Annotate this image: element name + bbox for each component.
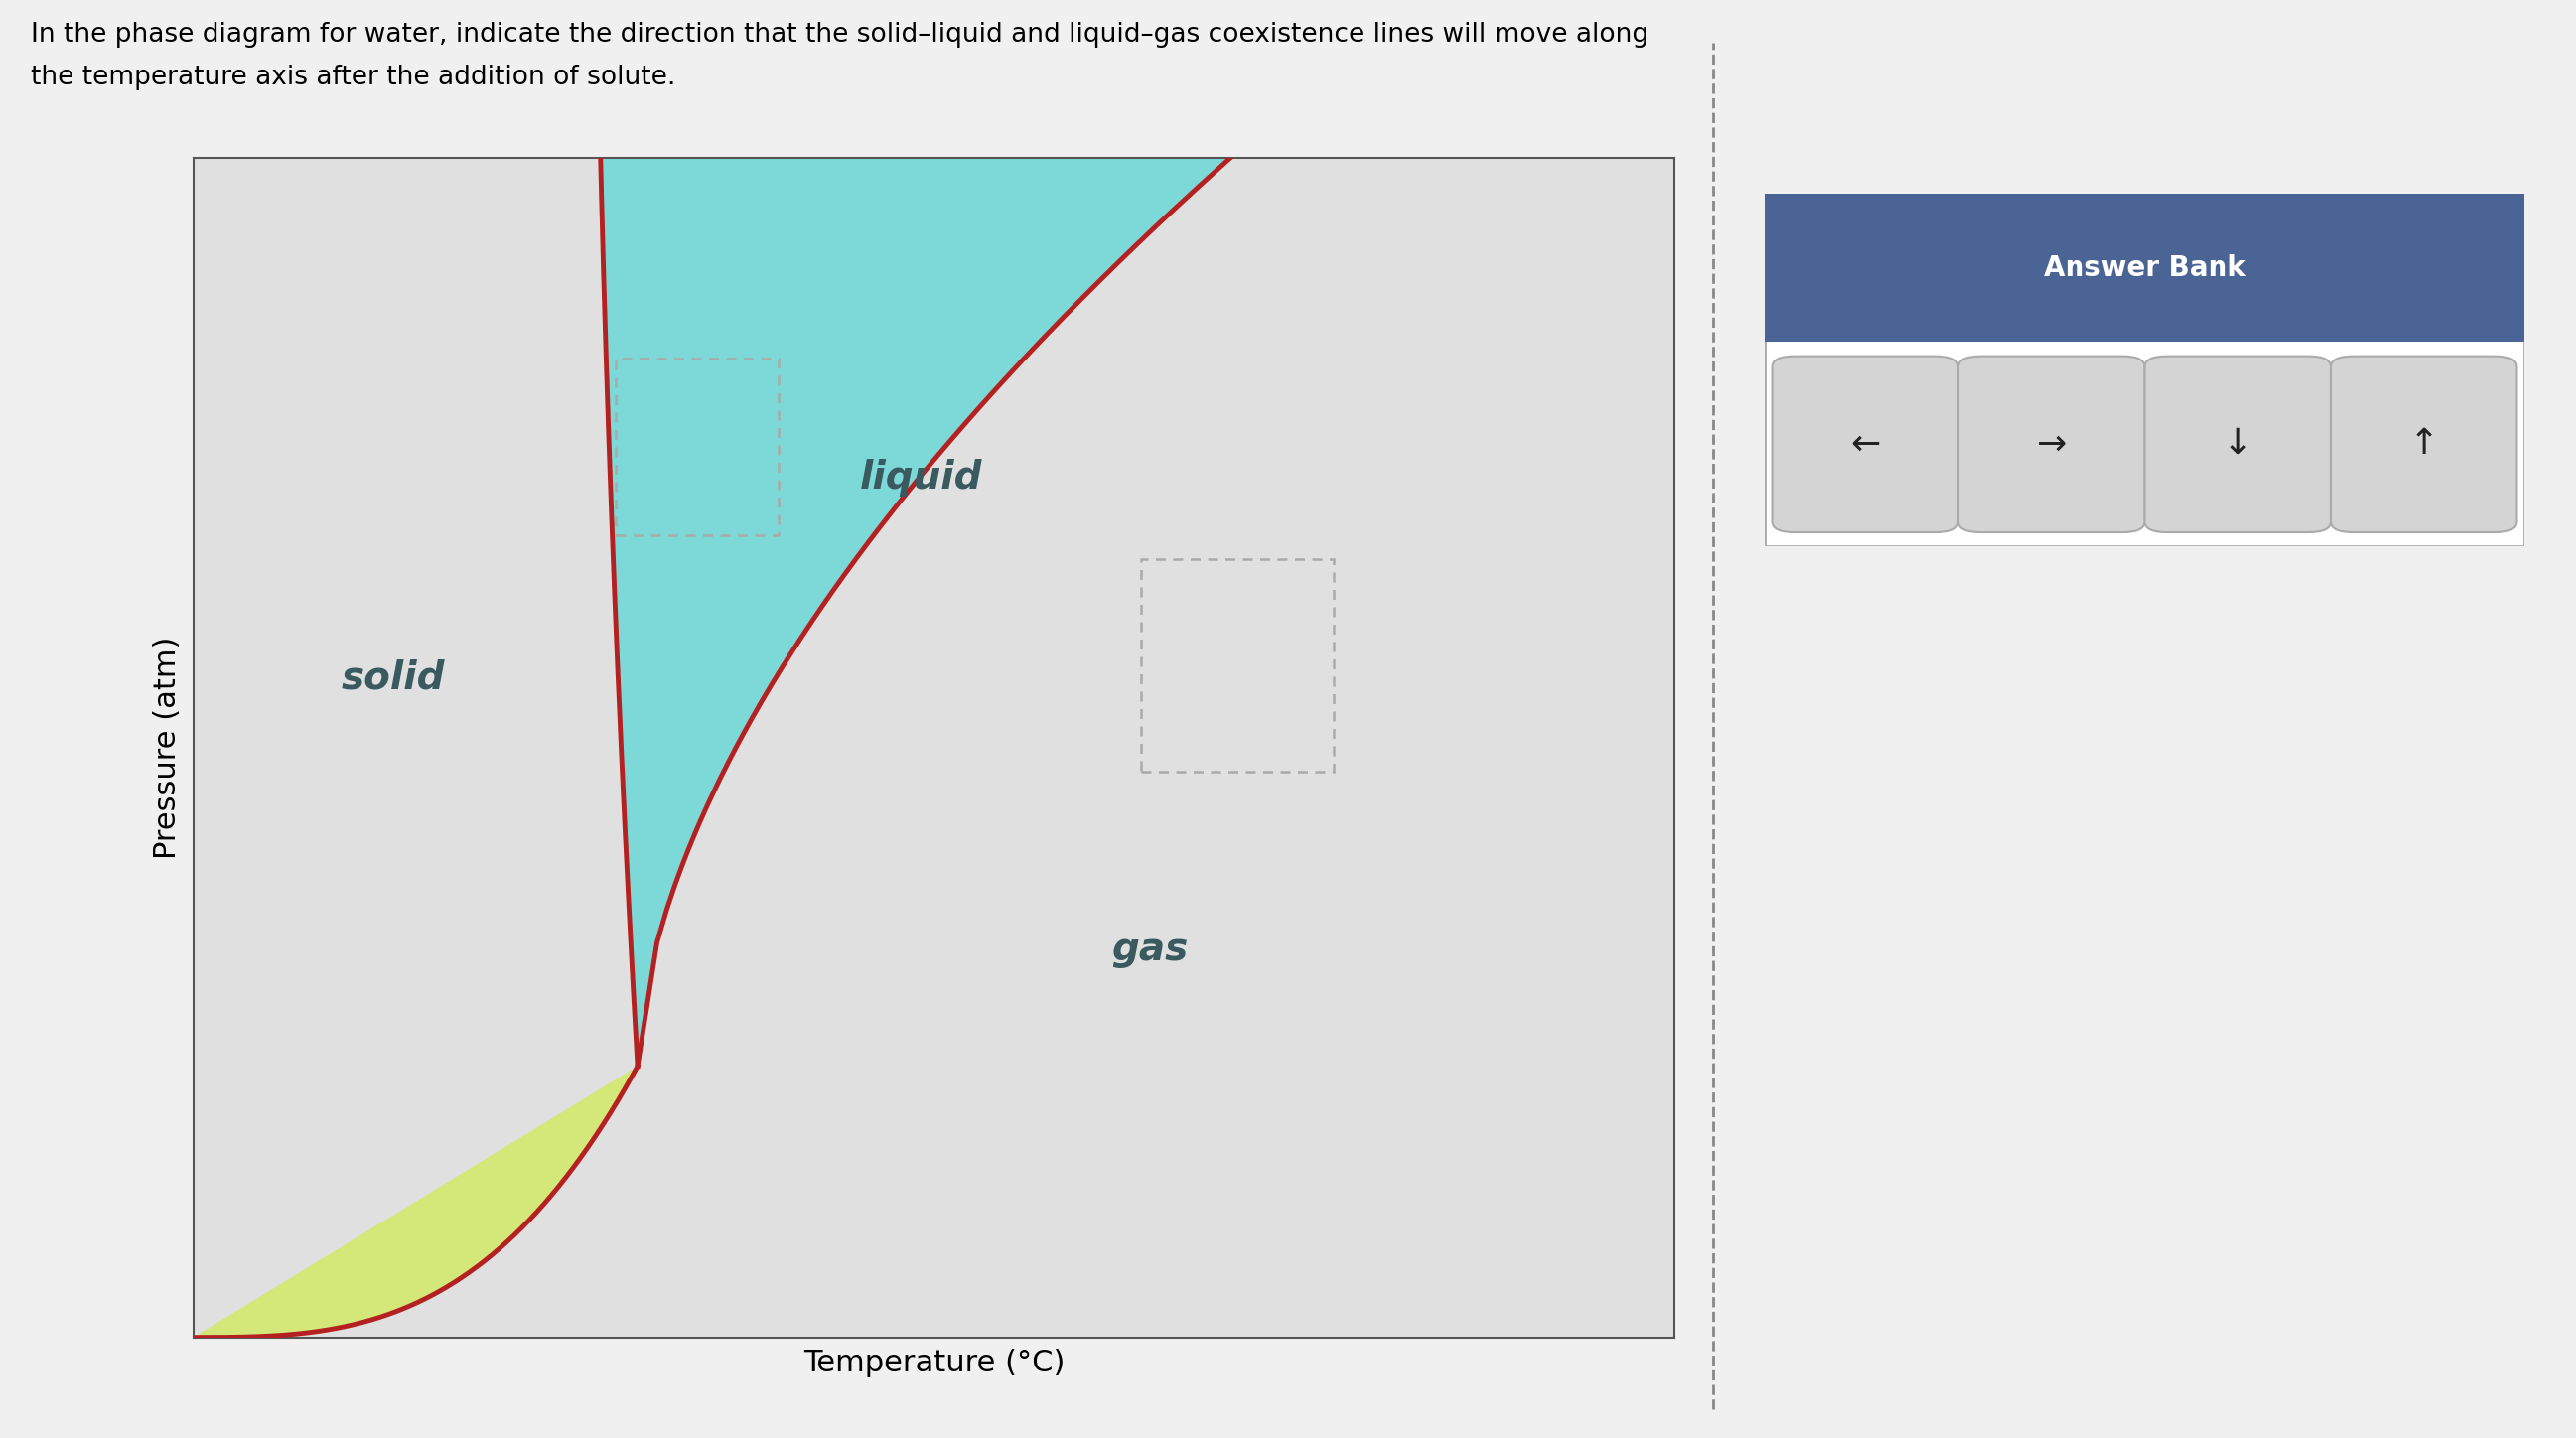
- Text: gas: gas: [1110, 930, 1188, 968]
- Y-axis label: Pressure (atm): Pressure (atm): [155, 637, 183, 858]
- Bar: [1765, 194, 2524, 342]
- Polygon shape: [600, 158, 1674, 1066]
- X-axis label: Temperature (°C): Temperature (°C): [804, 1349, 1064, 1378]
- Text: liquid: liquid: [860, 459, 981, 496]
- FancyBboxPatch shape: [1958, 357, 2143, 532]
- Bar: [1141, 559, 1334, 771]
- Bar: [616, 358, 778, 535]
- Text: Answer Bank: Answer Bank: [2043, 255, 2246, 282]
- Text: ←: ←: [1850, 427, 1880, 462]
- Text: ↑: ↑: [2409, 427, 2439, 462]
- Text: the temperature axis after the addition of solute.: the temperature axis after the addition …: [31, 65, 675, 91]
- FancyBboxPatch shape: [2143, 357, 2331, 532]
- Text: solid: solid: [340, 659, 446, 697]
- FancyBboxPatch shape: [1772, 357, 1958, 532]
- Polygon shape: [193, 158, 636, 1337]
- FancyBboxPatch shape: [2331, 357, 2517, 532]
- Text: →: →: [2038, 427, 2066, 462]
- Text: In the phase diagram for water, indicate the direction that the solid–liquid and: In the phase diagram for water, indicate…: [31, 22, 1649, 47]
- Text: ↓: ↓: [2223, 427, 2251, 462]
